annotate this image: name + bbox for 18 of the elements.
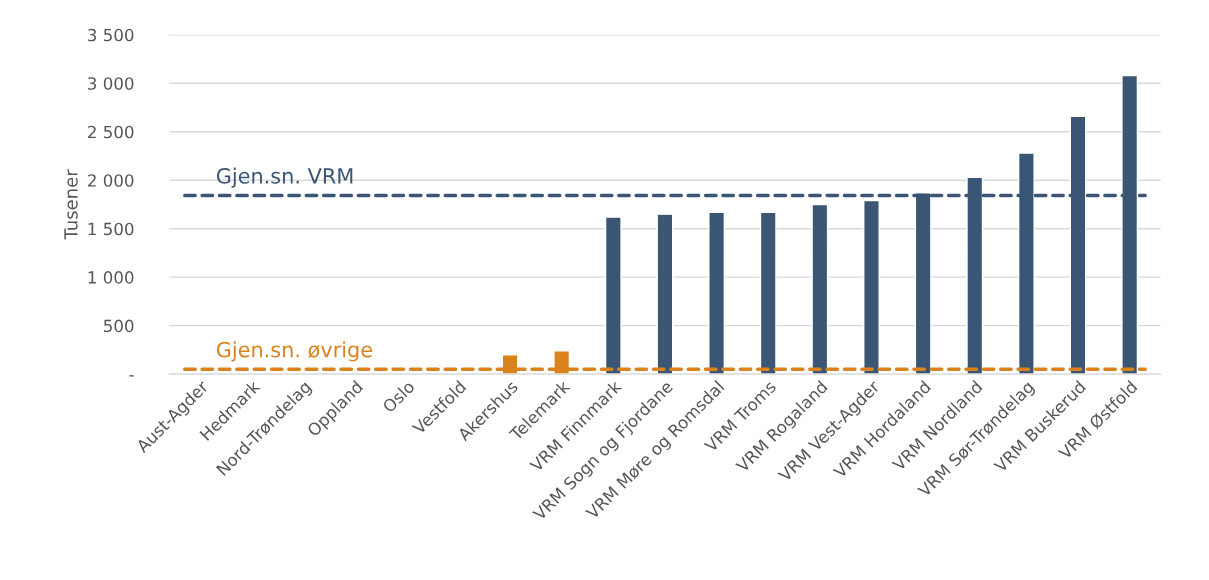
ref-line-label: Gjen.sn. øvrige	[216, 341, 372, 362]
y-tick-label: 1 500	[88, 222, 134, 236]
ref-line-label: Gjen.sn. VRM	[216, 167, 353, 188]
bar	[708, 211, 726, 375]
y-tick-label: 500	[104, 319, 134, 333]
y-tick-label: 1 000	[88, 271, 134, 284]
y-tick-label: 3 000	[88, 77, 134, 90]
bar	[811, 203, 829, 375]
bar	[656, 213, 674, 375]
bar	[759, 211, 777, 375]
y-tick-label: 2 000	[88, 174, 134, 187]
y-tick-label: 2 500	[88, 125, 134, 139]
bar	[604, 216, 622, 375]
y-axis-title: Tusener	[64, 169, 78, 240]
x-tick-label: Oslo	[381, 379, 416, 414]
y-tick-label: 3 500	[88, 28, 134, 42]
y-tick-label: -	[129, 375, 134, 377]
bar	[863, 199, 880, 375]
